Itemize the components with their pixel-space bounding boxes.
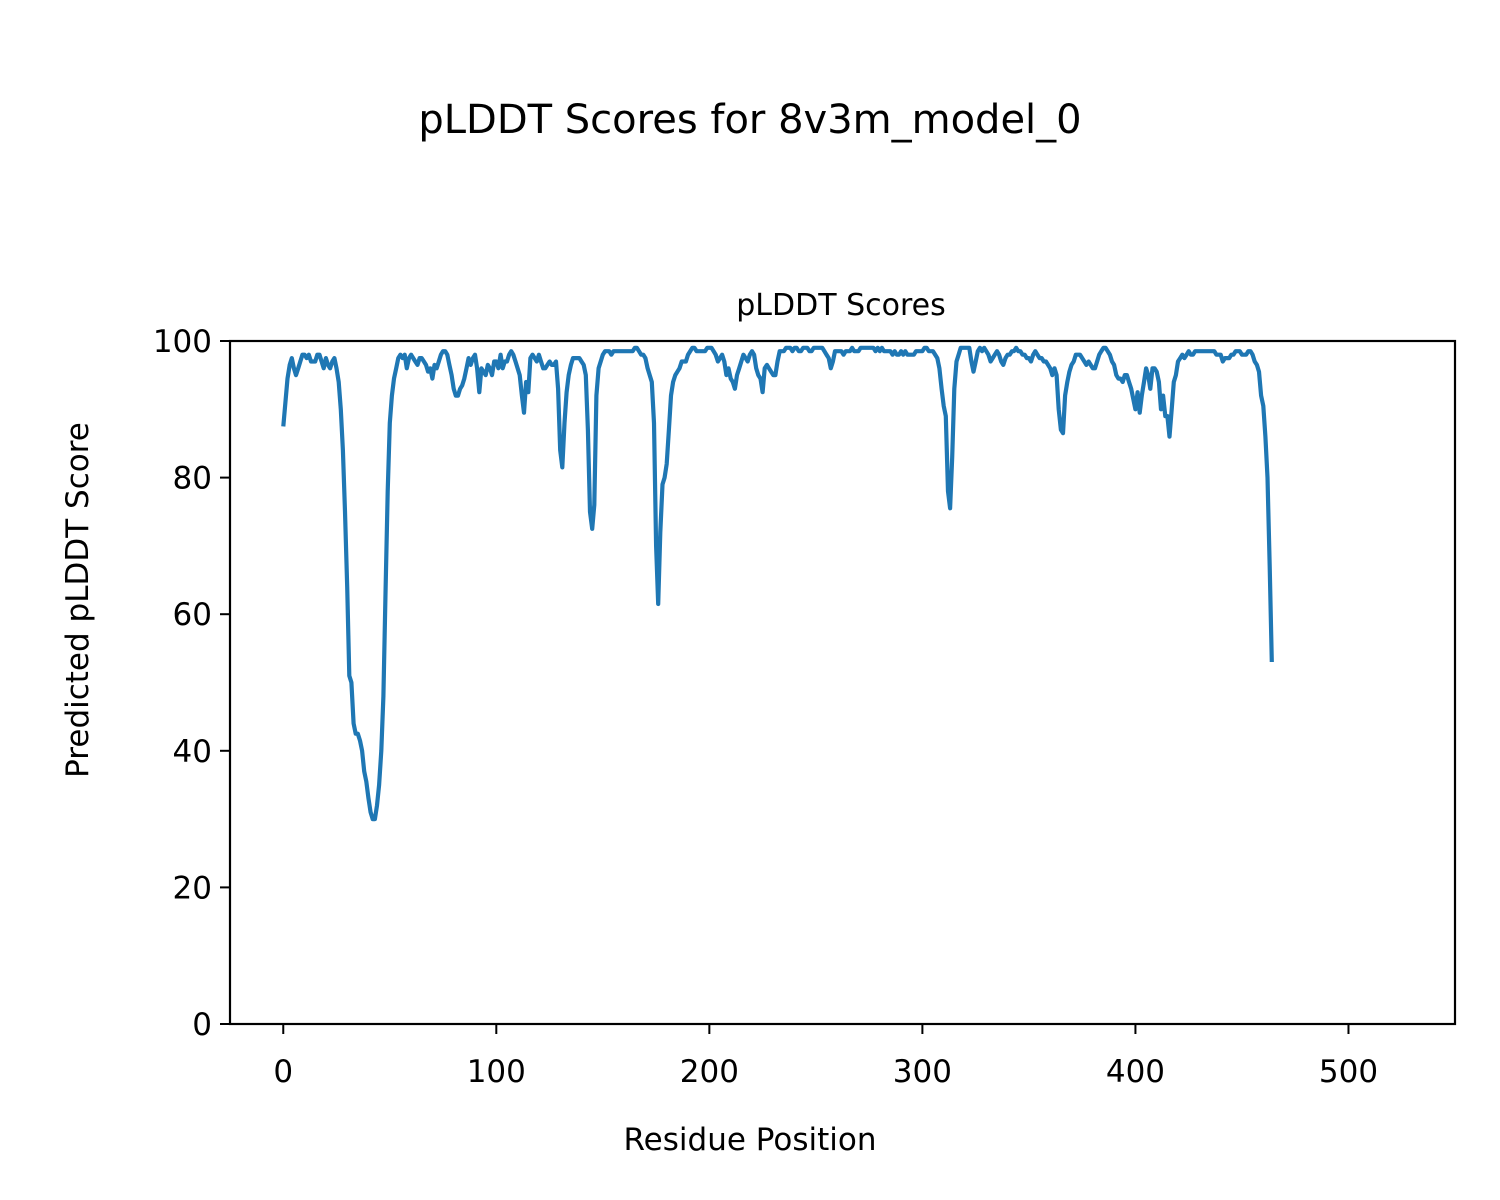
y-tick-label: 20 [173, 870, 212, 906]
x-tick-label: 0 [273, 1054, 293, 1090]
x-axis-ticks: 0 100 200 300 400 500 [273, 1024, 1378, 1090]
x-tick-label: 200 [680, 1054, 739, 1090]
x-tick-label: 400 [1106, 1054, 1165, 1090]
y-axis-label: Predicted pLDDT Score [60, 422, 96, 778]
y-tick-label: 60 [173, 597, 212, 633]
x-tick-label: 100 [467, 1054, 526, 1090]
y-axis-ticks: 0 20 40 60 80 100 [153, 324, 230, 1043]
x-tick-label: 300 [893, 1054, 952, 1090]
x-axis-label: Residue Position [624, 1122, 877, 1158]
axes-frame [228, 339, 1457, 1026]
axes-title: pLDDT Scores [736, 288, 945, 323]
figure-title: pLDDT Scores for 8v3m_model_0 [418, 97, 1081, 143]
x-tick-label: 500 [1319, 1054, 1378, 1090]
plddt-series-line [281, 345, 1274, 822]
y-tick-label: 100 [153, 324, 212, 360]
y-tick-label: 0 [192, 1007, 212, 1043]
plot-area [230, 341, 1455, 1024]
y-tick-label: 40 [173, 734, 212, 770]
y-tick-label: 80 [173, 461, 212, 497]
